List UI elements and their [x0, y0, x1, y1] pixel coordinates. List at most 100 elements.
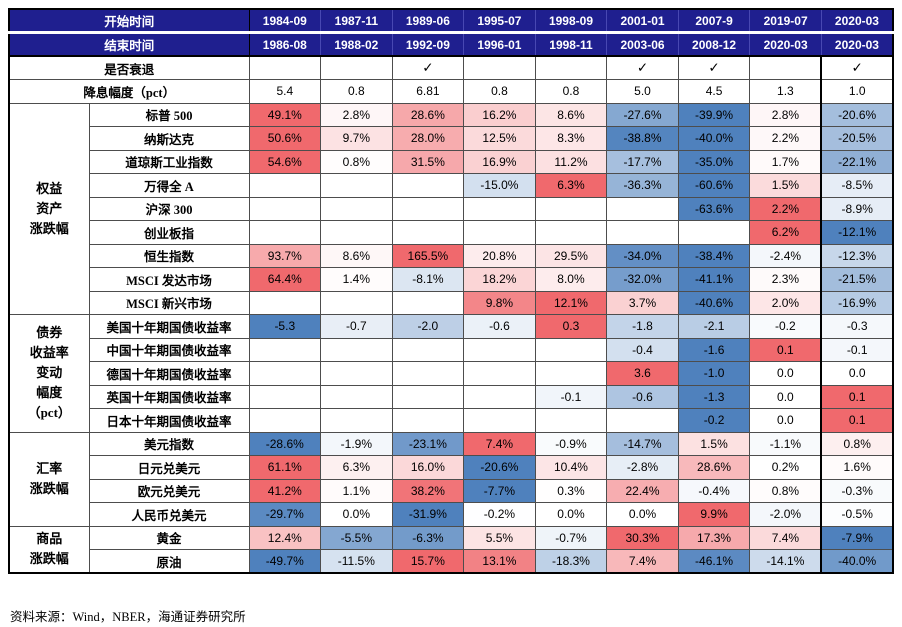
table-row: 恒生指数 93.7% 8.6% 165.5% 20.8% 29.5% -34.0% -38.4… — [9, 243, 894, 268]
value-cell: 49.1% — [248, 102, 322, 127]
value-cell: 1.6% — [820, 455, 894, 480]
source-note: 资料来源：Wind，NBER，海通证券研究所 — [10, 610, 246, 624]
row-label: 创业板指 — [88, 220, 250, 245]
value-cell: -29.7% — [248, 502, 322, 527]
value-cell: 1.5% — [749, 173, 822, 198]
table-row: 纳斯达克 50.6% 9.7% 28.0% 12.5% 8.3% -38.8% -40.0% 2… — [9, 126, 894, 151]
value-cell: -2.1 — [677, 314, 751, 339]
value-cell — [606, 196, 679, 221]
value-cell — [320, 173, 393, 198]
value-cell: 2.8% — [749, 102, 822, 127]
value-cell: 0.1 — [820, 384, 894, 409]
value-cell: -0.6 — [463, 314, 536, 339]
value-cell: -35.0% — [677, 149, 751, 174]
start-date-cell: 2001-01 — [606, 8, 679, 34]
value-cell: -5.5% — [320, 525, 393, 550]
value-cell: -36.3% — [606, 173, 679, 198]
group-label: 债券 收益率 变动 幅度 （pct） — [8, 314, 90, 433]
value-cell — [534, 220, 608, 245]
value-cell: -15.0% — [463, 173, 536, 198]
value-cell: -0.3 — [820, 314, 894, 339]
value-cell: 28.0% — [391, 126, 465, 151]
value-cell: 2.8% — [320, 102, 393, 127]
table-row: 人民币兑美元 -29.7% 0.0% -31.9% -0.2% 0.0% 0.0% 9.9% -… — [9, 502, 894, 527]
end-date-cell: 2020-03 — [749, 32, 822, 57]
group-label: 汇率 涨跌幅 — [8, 431, 90, 527]
value-cell: -14.7% — [606, 431, 679, 456]
value-cell — [463, 220, 536, 245]
value-cell — [534, 196, 608, 221]
value-cell: 15.7% — [391, 549, 465, 574]
value-cell: 41.2% — [248, 478, 322, 503]
start-date-row: 开始时间 1984-09 1987-11 1989-06 1995-07 1998-09… — [8, 8, 894, 34]
value-cell — [463, 408, 536, 433]
rate-cut-cell: 1.3 — [749, 79, 822, 104]
value-cell: 9.8% — [463, 290, 536, 315]
value-cell: 1.5% — [677, 431, 751, 456]
value-cell: -12.3% — [820, 243, 894, 268]
value-cell — [391, 173, 465, 198]
value-cell: 2.2% — [749, 126, 822, 151]
value-cell: -0.6 — [606, 384, 679, 409]
value-cell: 7.4% — [463, 431, 536, 456]
value-cell — [320, 337, 393, 362]
value-cell: 64.4% — [248, 267, 322, 292]
value-cell: -8.1% — [391, 267, 465, 292]
value-cell: 8.6% — [320, 243, 393, 268]
row-label: 英国十年期国债收益率 — [88, 384, 250, 409]
row-label: 标普 500 — [88, 102, 250, 127]
value-cell: -49.7% — [248, 549, 322, 574]
value-cell: -27.6% — [606, 102, 679, 127]
recession-cell — [534, 55, 608, 80]
recession-cell — [320, 55, 393, 80]
value-cell: 31.5% — [391, 149, 465, 174]
value-cell: 6.3% — [320, 455, 393, 480]
value-cell — [463, 361, 536, 386]
value-cell: -60.6% — [677, 173, 751, 198]
rate-cut-row: 降息幅度（pct） 5.4 0.8 6.81 0.8 0.8 5.0 4.5 1.3 1.0 — [8, 79, 894, 104]
value-cell — [463, 337, 536, 362]
end-date-cell: 2003-06 — [606, 32, 679, 57]
row-label: 恒生指数 — [88, 243, 250, 268]
value-cell: 13.1% — [463, 549, 536, 574]
row-label: 日本十年期国债收益率 — [88, 408, 250, 433]
value-cell: -11.5% — [320, 549, 393, 574]
value-cell: 38.2% — [391, 478, 465, 503]
start-date-cell: 2007-9 — [677, 8, 751, 34]
start-date-label: 开始时间 — [8, 8, 250, 34]
value-cell: 10.4% — [534, 455, 608, 480]
value-cell — [391, 384, 465, 409]
value-cell: -5.3 — [248, 314, 322, 339]
value-cell: -21.5% — [820, 267, 894, 292]
value-cell: 1.4% — [320, 267, 393, 292]
value-cell — [320, 408, 393, 433]
row-label: 万得全 A — [88, 173, 250, 198]
value-cell — [463, 384, 536, 409]
value-cell: -0.3% — [820, 478, 894, 503]
value-cell: 3.6 — [606, 361, 679, 386]
value-cell — [320, 290, 393, 315]
value-cell: -1.9% — [320, 431, 393, 456]
table-row: 德国十年期国债收益率 3.6 -1.0 0.0 0.0 — [9, 361, 894, 386]
value-cell: 2.0% — [749, 290, 822, 315]
value-cell — [248, 196, 322, 221]
value-cell: -0.1 — [534, 384, 608, 409]
value-cell: -1.1% — [749, 431, 822, 456]
recession-check-icon: ✓ — [677, 55, 751, 80]
value-cell: 17.3% — [677, 525, 751, 550]
row-label: MSCI 发达市场 — [88, 267, 250, 292]
value-cell: -2.0% — [749, 502, 822, 527]
value-cell — [391, 337, 465, 362]
value-cell — [248, 384, 322, 409]
value-cell: 12.4% — [248, 525, 322, 550]
value-cell: -31.9% — [391, 502, 465, 527]
start-date-cell: 1998-09 — [534, 8, 608, 34]
value-cell: 2.2% — [749, 196, 822, 221]
group-label: 商品 涨跌幅 — [8, 525, 90, 574]
value-cell: 0.0% — [534, 502, 608, 527]
start-date-cell: 1987-11 — [320, 8, 393, 34]
value-cell: 12.5% — [463, 126, 536, 151]
end-date-row: 结束时间 1986-08 1988-02 1992-09 1996-01 1998-11… — [8, 32, 894, 57]
value-cell: -0.4% — [677, 478, 751, 503]
value-cell: 8.3% — [534, 126, 608, 151]
